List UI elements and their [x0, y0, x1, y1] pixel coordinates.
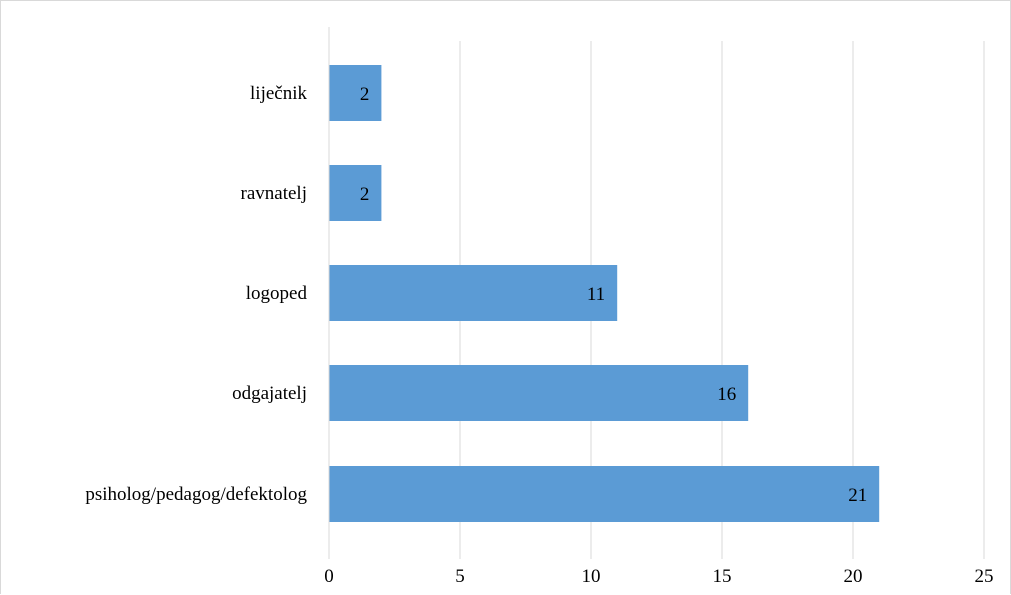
x-tick-label: 25 [975, 566, 994, 587]
data-label: 16 [717, 384, 736, 405]
x-tick-label: 20 [844, 566, 863, 587]
bar-1 [329, 165, 382, 221]
data-label: 2 [360, 184, 370, 205]
category-label: logoped [246, 283, 308, 304]
bars [329, 65, 880, 522]
category-labels: liječnik ravnatelj logoped odgajatelj psihol… [85, 83, 307, 505]
bar-3 [329, 365, 749, 421]
data-labels: 2 2 11 16 21 [360, 84, 867, 506]
data-label: 2 [360, 84, 370, 105]
x-tick-label: 0 [324, 566, 334, 587]
category-label: psiholog/pedagog/defektolog [85, 484, 307, 505]
x-tick-label: 5 [455, 566, 465, 587]
data-label: 11 [587, 284, 605, 305]
category-label: odgajatelj [232, 383, 307, 404]
x-tick-labels: 0 5 10 15 20 25 [324, 566, 993, 587]
x-tick-label: 10 [582, 566, 601, 587]
category-label: liječnik [250, 83, 307, 104]
category-label: ravnatelj [241, 183, 307, 204]
bar-2 [329, 265, 618, 321]
x-tick-label: 15 [713, 566, 732, 587]
data-label: 21 [848, 485, 867, 506]
bar-0 [329, 65, 382, 121]
bar-4 [329, 466, 880, 522]
